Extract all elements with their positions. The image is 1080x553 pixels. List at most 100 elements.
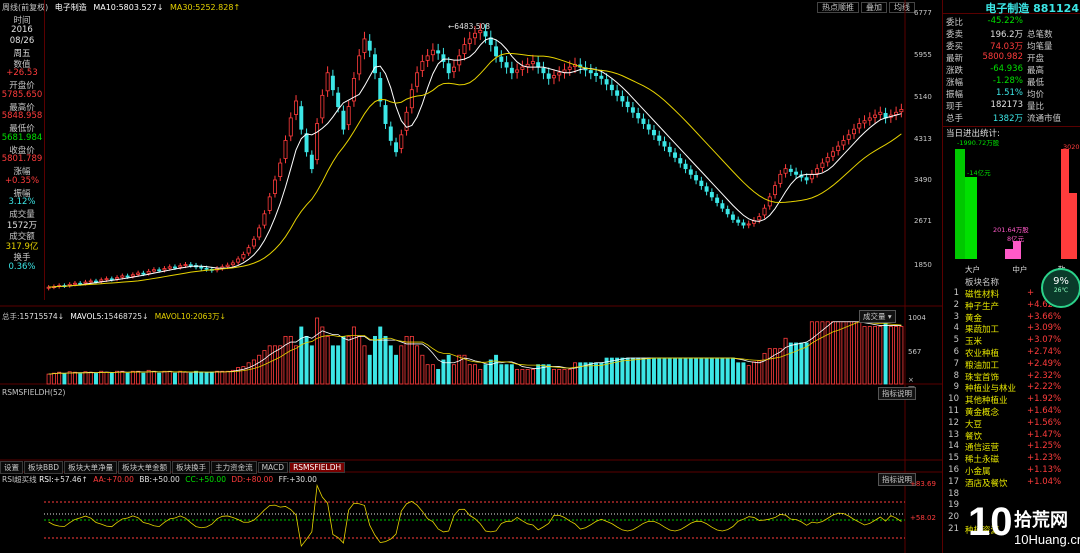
board-rank: 14: [948, 441, 959, 452]
volume-dropdown[interactable]: 成交量 ▾: [859, 310, 896, 323]
left-info-value: 0.36%: [8, 261, 36, 272]
tab-6[interactable]: MACD: [257, 462, 289, 473]
board-list-item[interactable]: 5 玉米 +3.07%: [943, 335, 1080, 347]
tab-5[interactable]: 主力资金流: [211, 461, 257, 474]
candle-body: [562, 69, 567, 73]
board-rank: 2: [953, 299, 959, 310]
candle-body: [446, 63, 451, 74]
candle-body: [567, 66, 572, 70]
quote-row: 委卖 196.2万 总笔数: [943, 28, 1080, 40]
volume-bar: [420, 354, 425, 385]
quote-row: 委买 74.03万 均笔量: [943, 40, 1080, 52]
board-list-item[interactable]: 18: [943, 489, 1080, 500]
volume-bar: [278, 345, 283, 385]
board-list-item[interactable]: 15 稀土永磁 +1.23%: [943, 453, 1080, 465]
board-list-item[interactable]: 12 大豆 +1.56%: [943, 418, 1080, 430]
left-info-label: 开盘价: [9, 81, 35, 91]
board-name: 珠宝首饰: [965, 372, 1000, 383]
left-info-value: 5848.958: [1, 111, 43, 121]
candle-body: [820, 162, 825, 168]
flow-bar-big-sell-2: [965, 177, 977, 259]
board-rank: 7: [953, 358, 959, 369]
board-list-item[interactable]: 4 果蔬加工 +3.09%: [943, 323, 1080, 335]
board-change: +2.32%: [1027, 370, 1062, 381]
rsi-indicator-help[interactable]: 指标说明: [878, 473, 916, 486]
board-list-item[interactable]: 16 小金属 +1.13%: [943, 465, 1080, 477]
volume-bar: [436, 368, 441, 385]
board-list-item[interactable]: 9 种植业与林业 +2.22%: [943, 382, 1080, 394]
board-rank: 8: [953, 370, 959, 381]
price-tick: 5140: [914, 93, 932, 101]
price-tick: 4313: [914, 135, 932, 143]
candle-body: [225, 264, 230, 267]
chart-toolbar: 热点顺推 叠加 均线: [815, 2, 915, 13]
board-list-item[interactable]: 1 磁性材料 +: [943, 288, 1080, 300]
board-list-item[interactable]: 21 种植资源: [943, 524, 1080, 536]
candle-body: [99, 279, 104, 282]
volume-bar: [483, 364, 488, 385]
board-list-item[interactable]: 17 酒店及餐饮 +1.04%: [943, 477, 1080, 489]
overlay-button[interactable]: 叠加: [861, 2, 887, 13]
quote-key-2: 最低: [1027, 78, 1045, 88]
volume-bar: [673, 357, 678, 385]
volume-bar: [699, 357, 704, 385]
candle-body: [899, 109, 904, 113]
candle-body: [78, 282, 83, 285]
tab-4[interactable]: 板块换手: [172, 461, 211, 474]
board-rank: 1: [953, 288, 959, 298]
tab-7[interactable]: RSMSFIELDH: [289, 462, 346, 473]
volume-bar: [809, 321, 814, 385]
volume-bar: [557, 368, 562, 385]
tab-1[interactable]: 板块BBD: [24, 461, 64, 474]
board-rank: 16: [948, 465, 959, 475]
tab-3[interactable]: 板块大单金额: [118, 461, 172, 474]
volume-bar: [488, 359, 493, 385]
volume-bar: [536, 364, 541, 385]
board-list-item[interactable]: 11 黄金概念 +1.64%: [943, 406, 1080, 418]
board-list-item[interactable]: 2 种子生产 +4.62%: [943, 299, 1080, 312]
left-info-value: 5801.789: [1, 154, 43, 164]
candle-body: [415, 72, 420, 87]
candle-body: [230, 262, 235, 266]
board-list-item[interactable]: 19: [943, 500, 1080, 511]
volume-bar: [220, 370, 225, 385]
volume-bar: [415, 345, 420, 385]
left-info-value: 317.9亿: [5, 242, 39, 252]
board-change: +1.64%: [1027, 406, 1062, 416]
board-list-item[interactable]: 8 珠宝首饰 +2.32%: [943, 370, 1080, 383]
tab-0[interactable]: 设置: [0, 461, 23, 474]
volume-bar: [172, 372, 177, 385]
volume-bar: [441, 359, 446, 385]
left-info-value: 5681.984: [1, 132, 43, 143]
period-label[interactable]: 周线(前复权): [2, 3, 49, 12]
candle-body: [609, 84, 614, 91]
board-name: 餐饮: [965, 431, 983, 442]
volume-bar: [209, 371, 214, 385]
volume-bar: [51, 372, 56, 385]
board-list-item[interactable]: 13 餐饮 +1.47%: [943, 430, 1080, 442]
board-list-item[interactable]: 3 黄金 +3.66%: [943, 312, 1080, 324]
board-list-item[interactable]: 14 通信运营 +1.25%: [943, 441, 1080, 453]
hot-button[interactable]: 热点顺推: [817, 2, 859, 13]
board-list-item[interactable]: 6 农业种植 +2.74%: [943, 347, 1080, 359]
flow-label-2: 201.64万股: [993, 226, 1029, 234]
volume-bar: [867, 326, 872, 385]
candle-body: [278, 162, 283, 177]
volume-bar: [83, 371, 88, 385]
candle-body: [783, 168, 788, 174]
volume-bar: [620, 357, 625, 385]
quote-key: 总手: [946, 114, 964, 124]
board-list-item[interactable]: 7 粮油加工 +2.49%: [943, 358, 1080, 371]
rsm-indicator-help[interactable]: 指标说明: [878, 387, 916, 400]
speed-ball[interactable]: 9% 26℃: [1041, 268, 1080, 308]
candle-body: [336, 92, 341, 108]
ma-button[interactable]: 均线: [889, 2, 915, 13]
volume-bar: [504, 364, 509, 385]
board-list-item[interactable]: 10 其他种植业 +1.92%: [943, 394, 1080, 406]
kline-chart[interactable]: [0, 0, 942, 553]
volume-bar: [283, 335, 288, 385]
board-name: 黄金: [965, 313, 983, 324]
volume-bar: [241, 366, 246, 385]
tab-2[interactable]: 板块大单净量: [64, 461, 118, 474]
board-list-item[interactable]: 20: [943, 512, 1080, 523]
